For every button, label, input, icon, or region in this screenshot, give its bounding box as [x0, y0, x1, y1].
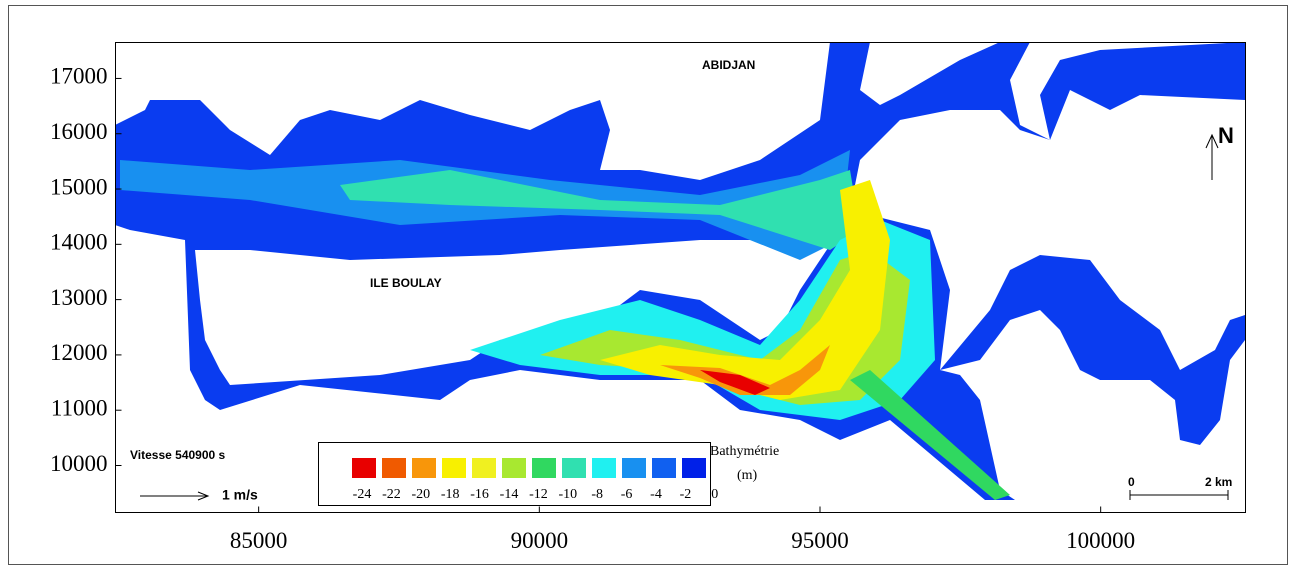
- legend-value: -22: [382, 487, 401, 502]
- legend-swatch: [352, 458, 376, 478]
- legend-value: -2: [680, 487, 692, 502]
- legend-swatch: [412, 458, 436, 478]
- x-tick-label: 85000: [230, 528, 288, 553]
- legend-value: -6: [621, 487, 633, 502]
- legend-value: -8: [591, 487, 603, 502]
- legend-swatch: [382, 458, 406, 478]
- legend-title: Bathymétrie: [710, 444, 779, 459]
- legend-value: -14: [500, 487, 519, 502]
- y-tick-label: 15000: [50, 174, 108, 199]
- scale-end: 2 km: [1205, 475, 1232, 489]
- north-label: N: [1218, 123, 1234, 148]
- legend-swatch: [502, 458, 526, 478]
- legend-value: -20: [411, 487, 430, 502]
- legend-value: 0: [711, 487, 718, 502]
- x-tick-label: 90000: [511, 528, 569, 553]
- legend-value: -16: [470, 487, 489, 502]
- legend-unit: (m): [737, 468, 758, 483]
- y-tick-label: 16000: [50, 119, 108, 144]
- y-tick-label: 13000: [50, 285, 108, 310]
- vector-scale-label: 1 m/s: [222, 487, 258, 503]
- y-tick-label: 10000: [50, 451, 108, 476]
- legend-swatch: [532, 458, 556, 478]
- legend-swatch: [682, 458, 706, 478]
- legend-value: -24: [353, 487, 372, 502]
- legend-value: -18: [441, 487, 460, 502]
- figure: 85000 90000 95000 100000 10000 11000 12000 1300…: [0, 0, 1296, 569]
- x-tick-label: 100000: [1066, 528, 1135, 553]
- scale-start: 0: [1128, 475, 1135, 489]
- island-label: ILE BOULAY: [370, 276, 442, 290]
- x-tick-label: 95000: [791, 528, 849, 553]
- legend-swatch: [652, 458, 676, 478]
- legend-value: -4: [650, 487, 662, 502]
- time-label: Vitesse 540900 s: [130, 448, 226, 462]
- legend-swatch: [622, 458, 646, 478]
- y-tick-label: 14000: [50, 230, 108, 255]
- y-tick-label: 17000: [50, 64, 108, 89]
- y-tick-label: 11000: [51, 395, 108, 420]
- legend-swatch: [472, 458, 496, 478]
- legend-value: -10: [558, 487, 577, 502]
- city-label: ABIDJAN: [702, 58, 755, 72]
- y-tick-label: 12000: [50, 340, 108, 365]
- legend-swatch: [592, 458, 616, 478]
- legend-swatch: [562, 458, 586, 478]
- legend-value: -12: [529, 487, 548, 502]
- legend-swatch: [442, 458, 466, 478]
